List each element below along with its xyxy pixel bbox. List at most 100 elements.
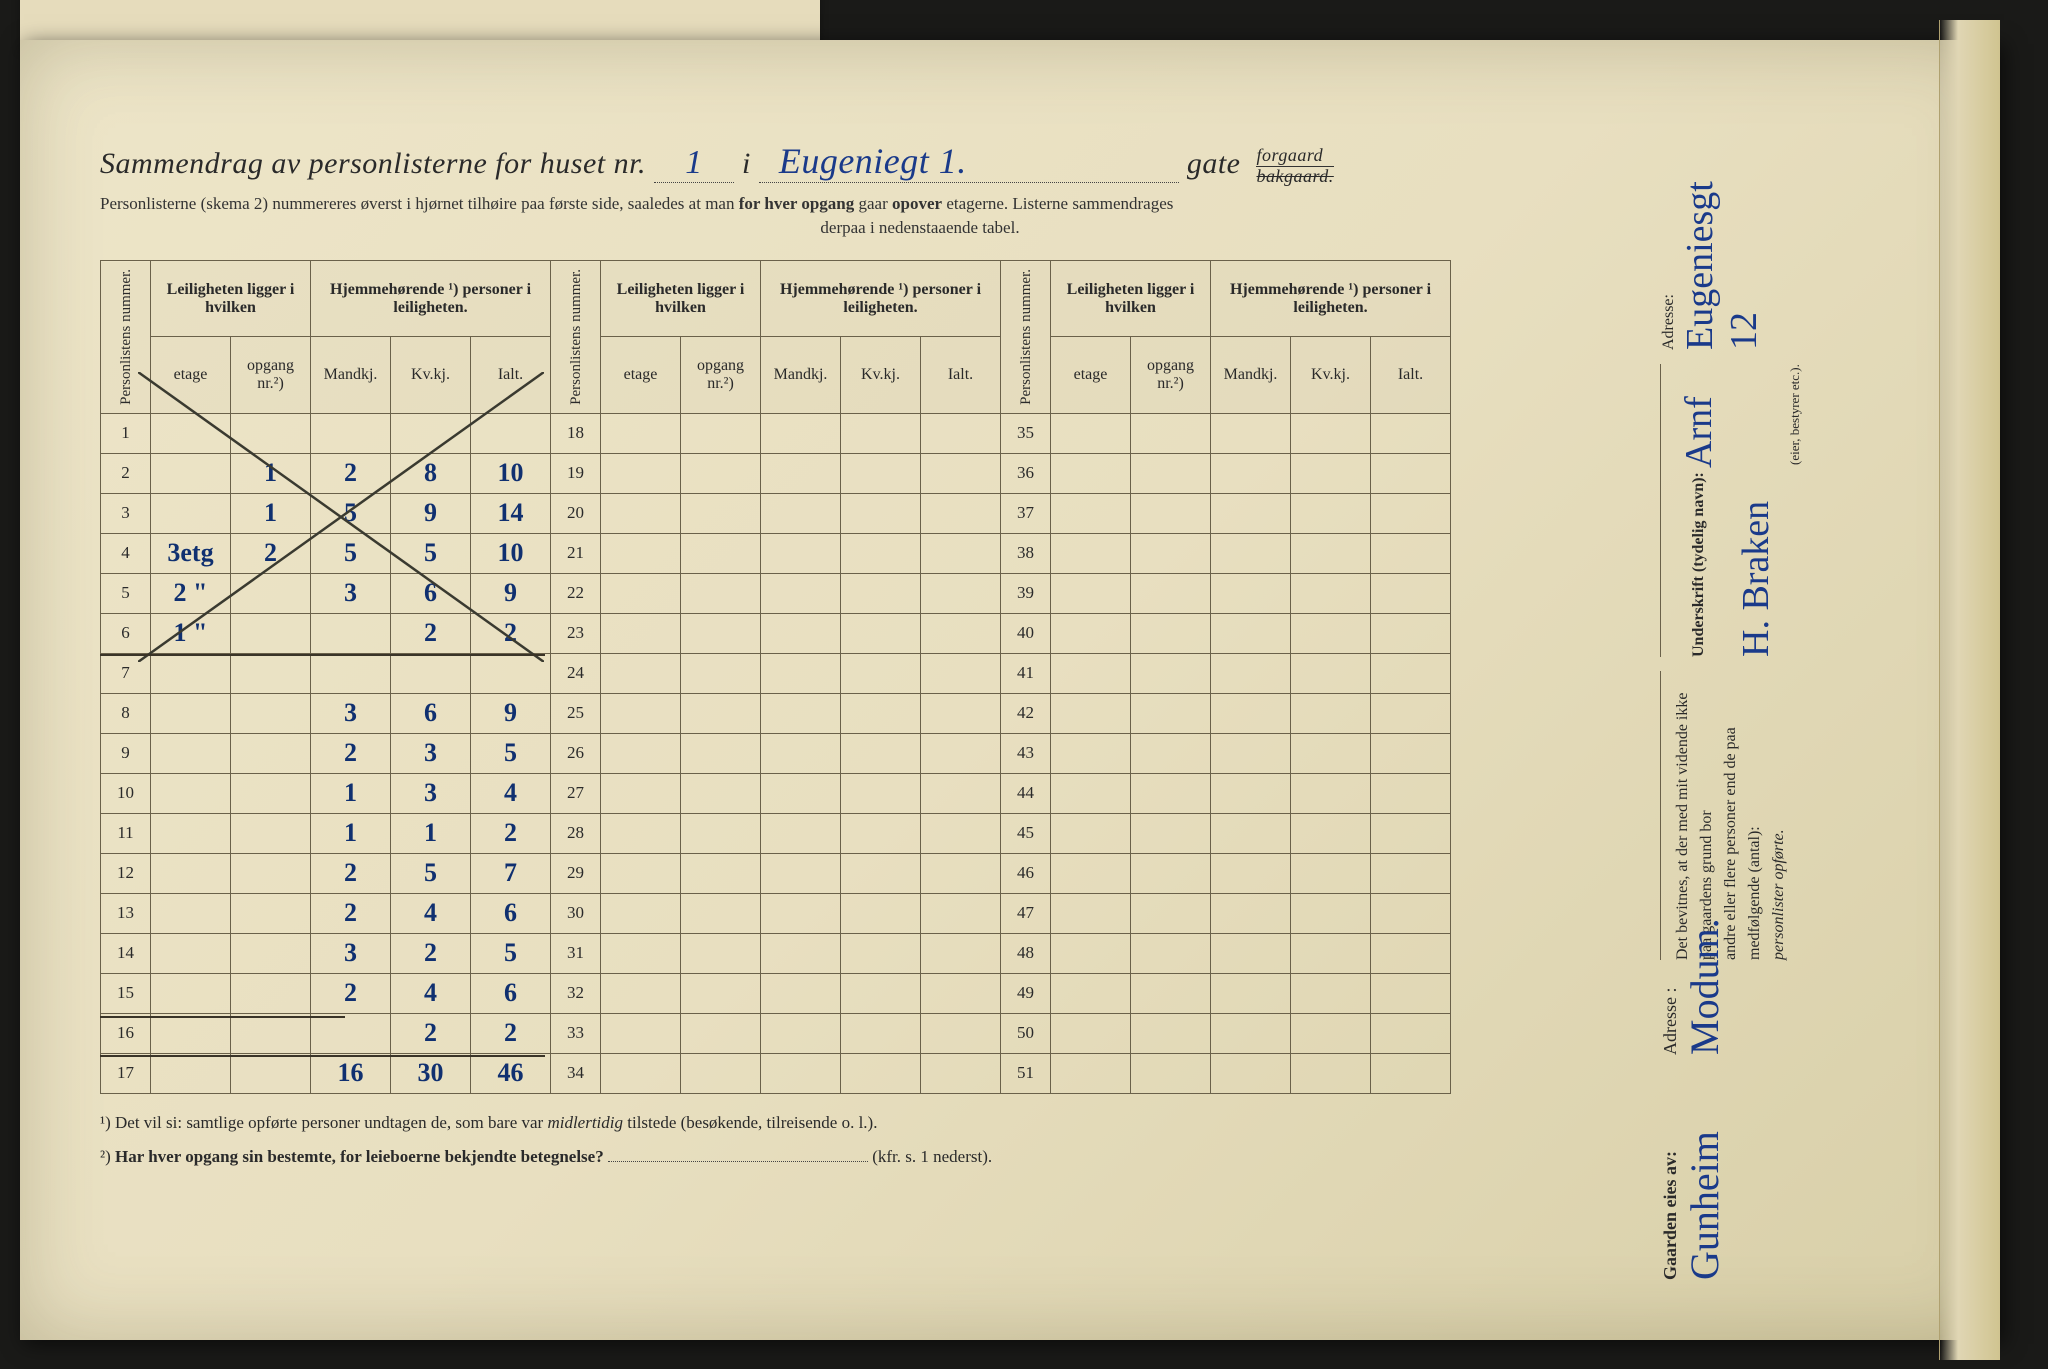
handwritten-value: 4 xyxy=(424,898,437,927)
adresse-row-bottom: Adresse : Modum. xyxy=(1660,900,1880,1055)
cell-b1-num: 7 xyxy=(101,653,151,693)
cell-b2-empty xyxy=(601,893,681,933)
cell-b3-empty xyxy=(1051,813,1131,853)
cell-b3-empty xyxy=(1291,453,1371,493)
cell-b1-opgang: 1 xyxy=(231,493,311,533)
cell-b3-empty xyxy=(1291,693,1371,733)
cell-b3-empty xyxy=(1371,613,1451,653)
cell-b1-etage xyxy=(151,1053,231,1093)
cell-b3-empty xyxy=(1371,853,1451,893)
handwritten-value: 1 " xyxy=(174,618,208,647)
cell-b3-empty xyxy=(1131,613,1211,653)
handwritten-value: 9 xyxy=(424,498,437,527)
cell-b2-num: 30 xyxy=(551,893,601,933)
cell-b3-empty xyxy=(1211,453,1291,493)
cell-b3-empty xyxy=(1371,813,1451,853)
cell-b2-empty xyxy=(681,933,761,973)
handwritten-value: 1 xyxy=(264,498,277,527)
cell-b2-empty xyxy=(921,893,1001,933)
cell-b3-empty xyxy=(1051,973,1131,1013)
cell-b3-num: 43 xyxy=(1001,733,1051,773)
cell-b1-etage: 3etg xyxy=(151,533,231,573)
footnotes: ¹) Det vil si: samtlige opførte personer… xyxy=(100,1108,1740,1173)
cell-b2-empty xyxy=(761,853,841,893)
fn1-text: Det vil si: samtlige opførte personer un… xyxy=(115,1113,547,1132)
cell-b3-empty xyxy=(1131,1053,1211,1093)
cell-b3-empty xyxy=(1371,653,1451,693)
cell-b1-m xyxy=(311,1013,391,1053)
cell-b2-empty xyxy=(601,533,681,573)
cell-b1-m: 2 xyxy=(311,893,391,933)
cell-b3-empty xyxy=(1371,533,1451,573)
cell-b1-k: 4 xyxy=(391,893,471,933)
cell-b2-empty xyxy=(601,453,681,493)
fn1-it: midlertidig xyxy=(547,1113,623,1132)
cell-b3-num: 36 xyxy=(1001,453,1051,493)
cell-b1-k: 2 xyxy=(391,613,471,653)
cell-b2-empty xyxy=(841,413,921,453)
cell-b3-num: 38 xyxy=(1001,533,1051,573)
cell-b1-i: 4 xyxy=(471,773,551,813)
table-head: Personlistens nummer. Leiligheten ligger… xyxy=(101,261,1451,414)
cell-b1-opgang xyxy=(231,573,311,613)
cell-b3-empty xyxy=(1131,773,1211,813)
cell-b3-empty xyxy=(1371,893,1451,933)
cell-b1-m xyxy=(311,653,391,693)
cell-b2-empty xyxy=(761,813,841,853)
bottom-owner-block: Gaarden eies av: Gunheim Adresse : Modum… xyxy=(1660,900,1880,1280)
cell-b2-empty xyxy=(761,973,841,1013)
cell-b3-empty xyxy=(1211,1013,1291,1053)
forgaard: forgaard xyxy=(1256,146,1333,167)
th-leil-1: Leiligheten ligger i hvilken xyxy=(151,261,311,337)
cell-b3-empty xyxy=(1291,1053,1371,1093)
cell-b1-m: 3 xyxy=(311,933,391,973)
cell-b1-k: 3 xyxy=(391,733,471,773)
cell-b2-empty xyxy=(921,653,1001,693)
handwritten-value: 3 xyxy=(424,738,437,767)
cell-b2-empty xyxy=(601,693,681,733)
cell-b1-i: 7 xyxy=(471,853,551,893)
cell-b1-i: 46 xyxy=(471,1053,551,1093)
cell-b2-empty xyxy=(921,1053,1001,1093)
fn2-sup: ²) xyxy=(100,1147,111,1166)
cell-b2-empty xyxy=(921,933,1001,973)
cell-b2-empty xyxy=(681,453,761,493)
cell-b1-etage xyxy=(151,733,231,773)
table-row: 152463249 xyxy=(101,973,1451,1013)
cell-b1-etage xyxy=(151,853,231,893)
cell-b2-empty xyxy=(841,813,921,853)
cell-b1-i xyxy=(471,413,551,453)
cell-b1-i: 5 xyxy=(471,933,551,973)
footnote-1: ¹) Det vil si: samtlige opførte personer… xyxy=(100,1108,1740,1139)
cell-b3-num: 47 xyxy=(1001,893,1051,933)
cell-b2-empty xyxy=(601,973,681,1013)
cell-b2-empty xyxy=(921,533,1001,573)
cell-b1-i: 2 xyxy=(471,613,551,653)
cell-b3-empty xyxy=(1131,653,1211,693)
cell-b3-empty xyxy=(1131,533,1211,573)
cell-b1-opgang xyxy=(231,653,311,693)
th-etage-2: etage xyxy=(601,337,681,413)
cell-b3-num: 35 xyxy=(1001,413,1051,453)
cell-b3-empty xyxy=(1131,573,1211,613)
cell-b1-num: 6 xyxy=(101,613,151,653)
cell-b2-empty xyxy=(761,613,841,653)
handwritten-value: 2 " xyxy=(174,578,208,607)
cell-b3-empty xyxy=(1131,413,1211,453)
cell-b3-empty xyxy=(1131,693,1211,733)
cell-b2-empty xyxy=(841,733,921,773)
cell-b3-empty xyxy=(1211,813,1291,853)
cell-b2-empty xyxy=(681,493,761,533)
cell-b3-empty xyxy=(1051,733,1131,773)
handwritten-value: 5 xyxy=(424,858,437,887)
title-prefix: Sammendrag av personlisterne for huset n… xyxy=(100,147,646,180)
cell-b1-num: 16 xyxy=(101,1013,151,1053)
cell-b1-num: 2 xyxy=(101,453,151,493)
cell-b1-etage xyxy=(151,413,231,453)
fn2-tail: (kfr. s. 1 nederst). xyxy=(872,1147,992,1166)
cell-b1-opgang xyxy=(231,733,311,773)
cell-b2-empty xyxy=(921,773,1001,813)
cell-b1-num: 14 xyxy=(101,933,151,973)
th-etage-1: etage xyxy=(151,337,231,413)
cell-b1-m: 5 xyxy=(311,493,391,533)
